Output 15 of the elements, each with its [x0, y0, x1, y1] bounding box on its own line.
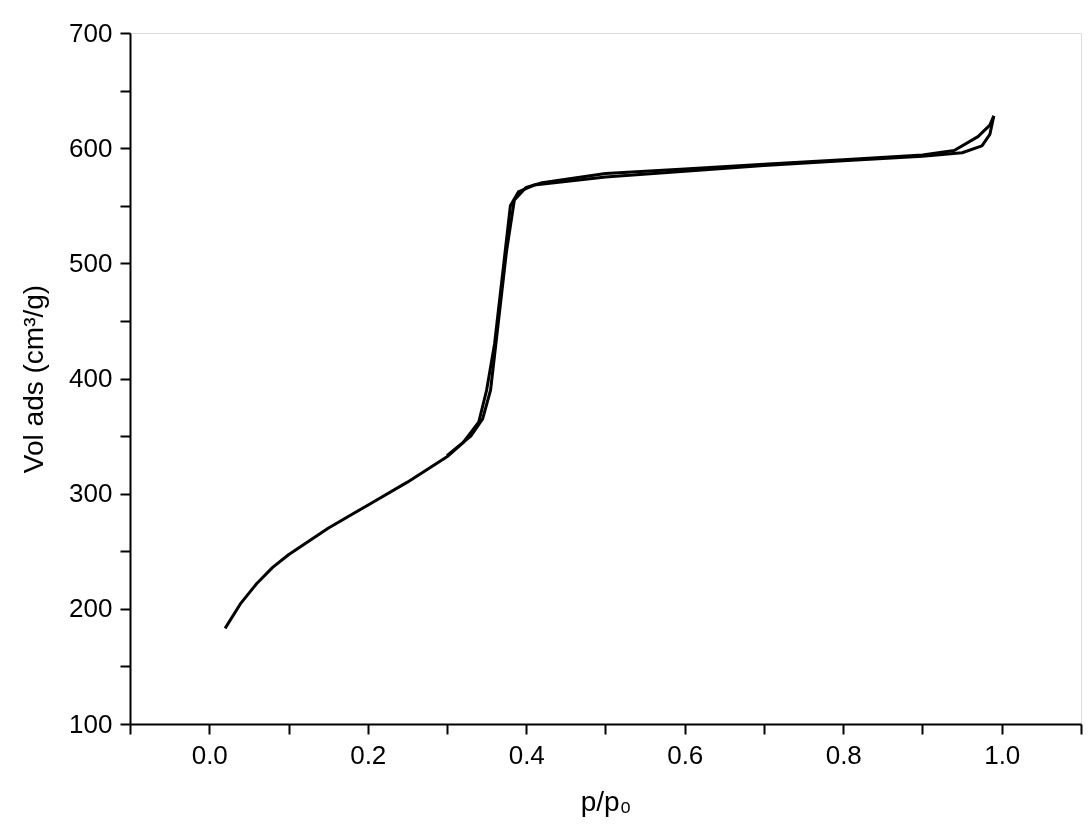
y-tick-label: 100 [69, 708, 113, 739]
y-tick-label: 400 [69, 363, 113, 393]
x-tick-label: 0.6 [667, 739, 704, 770]
x-tick-label: 0.2 [350, 739, 387, 770]
y-tick-label: 700 [69, 17, 113, 48]
x-tick-label: 0.4 [508, 739, 545, 770]
y-tick-label: 500 [69, 247, 113, 278]
x-tick-label: 1.0 [984, 739, 1021, 770]
y-tick-label: 600 [69, 132, 113, 163]
y-tick-label: 200 [69, 593, 113, 624]
y-axis-title: Vol ads (cm³/g) [18, 284, 50, 474]
x-tick-label: 0.8 [825, 739, 862, 770]
y-tick-label: 300 [69, 478, 113, 509]
x-tick-label: 0.0 [191, 739, 228, 770]
x-axis-title: p/p₀ [580, 785, 632, 817]
